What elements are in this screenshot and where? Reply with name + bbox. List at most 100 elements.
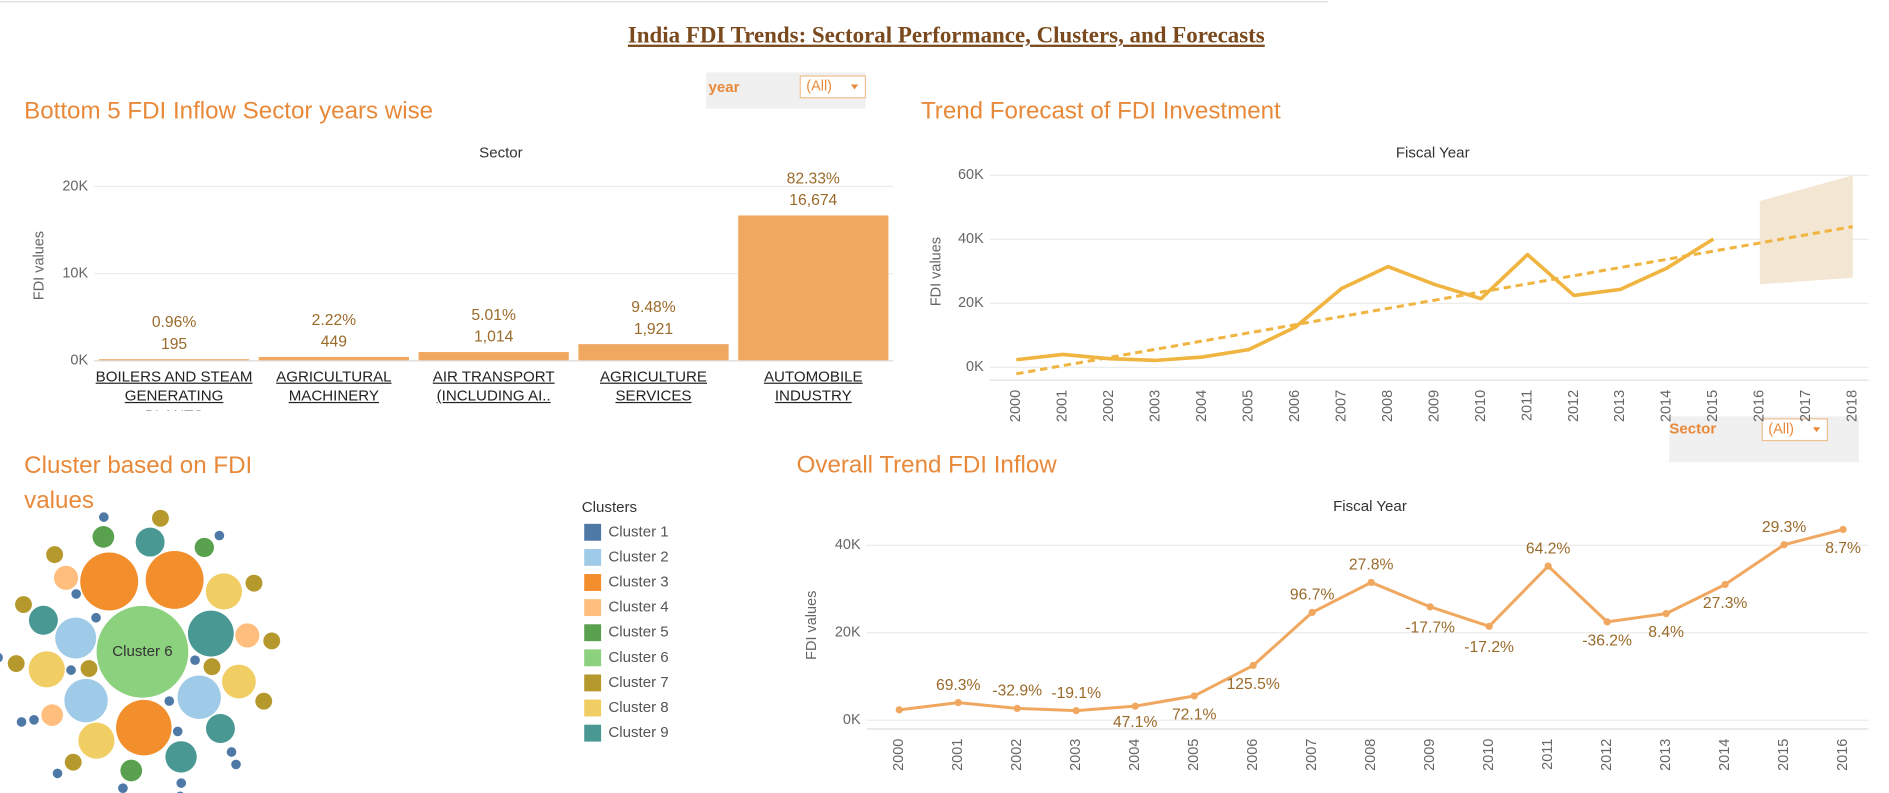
bubble (41, 704, 64, 726)
filter-dropdown[interactable] (799, 75, 867, 99)
bubble (80, 552, 139, 611)
bubble (135, 527, 165, 557)
growth-label: 29.3% (1762, 519, 1807, 536)
x-tick-label-box: BOILERS AND STEAM GENERATING PLANTS (96, 368, 253, 410)
y-axis-title: FDI values (804, 591, 820, 660)
bubble (66, 665, 76, 675)
y-tick-label: 0K (966, 359, 984, 375)
point (1367, 578, 1375, 587)
legend-swatch (584, 699, 602, 717)
chart-title: Bottom 5 FDI Inflow Sector years wise (24, 98, 433, 125)
bubble (226, 747, 237, 757)
growth-label: -17.2% (1464, 639, 1514, 656)
filter-value[interactable]: (All) (1768, 422, 1794, 438)
legend-swatch (584, 624, 602, 642)
x-tick-label: 2006 (1287, 390, 1303, 422)
legend-label: Cluster 5 (608, 624, 668, 641)
bubble (64, 753, 82, 771)
bubble (71, 589, 82, 599)
dropdown-arrow[interactable] (850, 84, 859, 90)
bubble (235, 623, 260, 648)
growth-label: -32.9% (992, 683, 1042, 700)
value-label: 1,014 (474, 329, 514, 346)
filter-label: year (709, 79, 740, 96)
x-tick-label: 2011 (1519, 390, 1535, 421)
x-tick-label: 2003 (1148, 390, 1164, 422)
point (1485, 622, 1493, 630)
axis-title: Sector (479, 144, 523, 161)
point (1839, 525, 1847, 534)
series-line (1016, 237, 1715, 363)
growth-label: -19.1% (1051, 685, 1101, 702)
bubble (205, 714, 235, 743)
bubble (255, 692, 273, 710)
bubble (15, 596, 32, 614)
legend-label: Cluster 1 (608, 523, 668, 540)
bubble (92, 526, 115, 548)
bubble (203, 658, 221, 676)
bubble (116, 699, 172, 756)
filter-label: Sector (1669, 421, 1716, 438)
filter-dropdown[interactable] (1761, 418, 1829, 442)
growth-label: -36.2% (1582, 632, 1632, 649)
x-tick-label: 2015 (1705, 390, 1721, 422)
bubble (64, 678, 108, 723)
x-tick-label: 2011 (1540, 739, 1556, 770)
x-tick-label: 2006 (1245, 739, 1261, 771)
x-tick-label: 2016 (1752, 390, 1768, 422)
bar (738, 215, 889, 361)
value-label: 1,921 (634, 321, 673, 338)
point (1426, 603, 1434, 611)
legend-label: Cluster 7 (608, 674, 668, 691)
bubble (176, 778, 187, 788)
growth-label: 64.2% (1526, 540, 1571, 557)
point (1603, 618, 1611, 626)
bubble (118, 783, 128, 793)
point (1662, 609, 1670, 618)
legend-label: Cluster 3 (608, 573, 668, 590)
legend-label: Cluster 9 (608, 724, 668, 741)
bubble-label: Cluster 6 (112, 643, 172, 660)
x-tick-label: AUTOMOBILE INDUSTRY (763, 368, 863, 405)
x-tick-label: 2003 (1068, 739, 1084, 771)
y-tick-label: 20K (958, 295, 984, 311)
bubble (214, 530, 225, 541)
y-tick-label: 40K (835, 537, 861, 553)
bubble (7, 655, 25, 672)
bubble (231, 759, 241, 770)
growth-label: 8.4% (1648, 624, 1684, 641)
growth-label: 96.7% (1290, 587, 1335, 604)
growth-label: 47.1% (1113, 714, 1158, 731)
value-label: 16,674 (789, 192, 837, 209)
x-tick-label: 2001 (1055, 390, 1071, 422)
x-tick-label: 2014 (1717, 739, 1733, 771)
point (1544, 562, 1552, 570)
bubble (145, 550, 204, 609)
growth-label: -17.7% (1405, 620, 1455, 637)
x-tick-label: 2018 (1845, 390, 1861, 422)
x-tick-label: 2014 (1659, 390, 1675, 422)
filter-value[interactable]: (All) (806, 79, 832, 95)
x-tick-label: 2004 (1127, 739, 1143, 771)
percent-label: 0.96% (152, 314, 197, 331)
point (1249, 661, 1257, 670)
bubble (80, 660, 98, 677)
legend-swatch (584, 599, 602, 617)
bubble (91, 612, 101, 623)
legend-label: Cluster 4 (608, 599, 668, 616)
dropdown-arrow[interactable] (1812, 427, 1821, 433)
x-tick-label: 2007 (1333, 390, 1349, 422)
x-tick-label-box: AIR TRANSPORT (INCLUDING AI.. (433, 368, 555, 404)
y-tick-label: 20K (62, 178, 88, 194)
bubble (190, 655, 200, 666)
x-tick-label: 2013 (1612, 390, 1628, 422)
growth-label: 72.1% (1172, 706, 1217, 723)
legend-swatch (584, 523, 602, 541)
trend-line (1016, 225, 1854, 376)
chart-title: Cluster based on FDI values (24, 452, 253, 515)
growth-label: 125.5% (1227, 676, 1280, 693)
bubble (16, 717, 27, 727)
growth-label: 8.7% (1825, 540, 1861, 557)
point (1780, 541, 1788, 549)
x-tick-label: 2013 (1658, 739, 1674, 771)
